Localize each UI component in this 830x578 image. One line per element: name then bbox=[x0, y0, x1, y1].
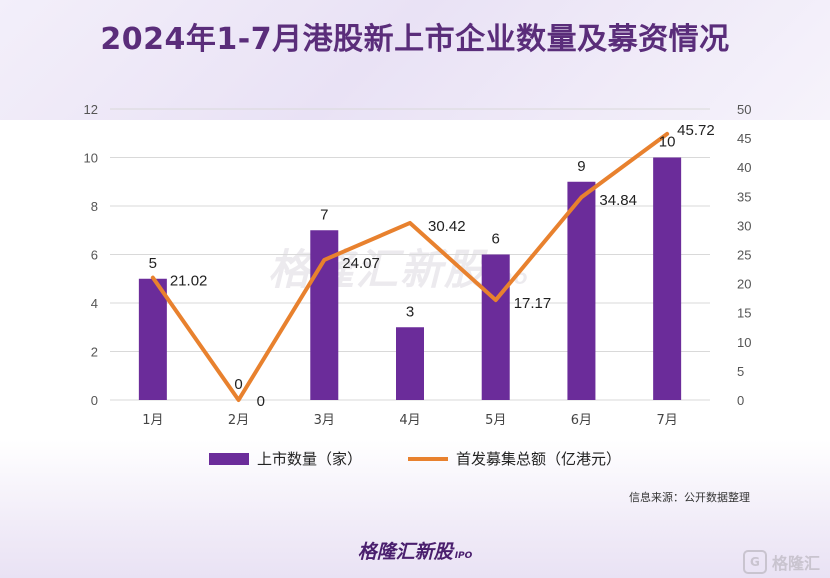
right-axis-tick-label: 45 bbox=[737, 131, 751, 146]
legend-bar-swatch bbox=[208, 452, 249, 465]
line-series bbox=[150, 131, 670, 402]
bar-data-label: 5 bbox=[149, 255, 157, 272]
x-axis-tick-label: 1月 bbox=[142, 413, 163, 428]
right-axis-tick-label: 5 bbox=[737, 364, 744, 379]
right-axis-tick-label: 50 bbox=[737, 102, 751, 117]
right-axis-tick-label: 40 bbox=[737, 160, 751, 175]
line-data-label: 21.02 bbox=[170, 273, 208, 290]
legend-bar-label: 上市数量（家） bbox=[256, 450, 362, 468]
bar-data-label: 0 bbox=[234, 376, 242, 393]
right-axis-tick-label: 10 bbox=[737, 335, 751, 350]
source-note: 信息来源：公开数据整理 bbox=[629, 491, 750, 504]
line-data-label: 30.42 bbox=[428, 218, 466, 235]
bar-data-label: 6 bbox=[492, 231, 500, 248]
bar bbox=[481, 254, 510, 400]
x-axis-tick-label: 5月 bbox=[485, 413, 506, 428]
right-axis-tick-label: 0 bbox=[737, 393, 744, 408]
chart-title: 2024年1-7月港股新上市企业数量及募资情况 bbox=[100, 22, 730, 57]
bar bbox=[653, 157, 682, 400]
bar bbox=[567, 181, 596, 400]
left-axis-tick-label: 12 bbox=[84, 102, 98, 117]
legend-line-label: 首发募集总额（亿港元） bbox=[456, 450, 622, 468]
brand-logo: 格隆汇新股 IPO bbox=[357, 541, 473, 563]
x-axis-tick-label: 3月 bbox=[314, 413, 335, 428]
right-axis-tick-label: 35 bbox=[737, 189, 751, 204]
bar-data-label: 9 bbox=[577, 158, 585, 175]
right-axis-tick-label: 25 bbox=[737, 248, 751, 263]
x-axis-tick-label: 6月 bbox=[571, 413, 592, 428]
corner-logo-icon: G bbox=[742, 550, 767, 574]
bar-data-label: 3 bbox=[406, 303, 414, 320]
legend-line-swatch bbox=[408, 456, 448, 461]
legend-item-line: 首发募集总额（亿港元） bbox=[408, 448, 621, 469]
chart-legend: 上市数量（家） 首发募集总额（亿港元） bbox=[0, 448, 830, 469]
footer-background bbox=[0, 440, 830, 578]
corner-logo-text: 格隆汇 bbox=[771, 554, 820, 573]
left-axis-tick-label: 6 bbox=[91, 248, 98, 263]
line-data-label: 0 bbox=[257, 393, 265, 410]
x-axis-tick-label: 2月 bbox=[228, 413, 249, 428]
right-axis-tick-label: 30 bbox=[737, 218, 751, 233]
header-background bbox=[0, 0, 830, 120]
left-axis-tick-label: 0 bbox=[91, 393, 98, 408]
bar-data-label: 10 bbox=[659, 134, 676, 151]
left-axis-tick-label: 10 bbox=[84, 151, 98, 166]
x-axis-tick-label: 4月 bbox=[399, 413, 420, 428]
legend-item-bars: 上市数量（家） bbox=[208, 448, 362, 469]
line-data-label: 34.84 bbox=[599, 192, 637, 209]
x-axis-tick-label: 7月 bbox=[657, 413, 678, 428]
left-axis-tick-label: 4 bbox=[91, 296, 98, 311]
line-data-label: 45.72 bbox=[677, 122, 715, 139]
right-axis-tick-label: 20 bbox=[737, 277, 751, 292]
right-axis-tick-label: 15 bbox=[737, 306, 751, 321]
bar-data-label: 7 bbox=[320, 206, 328, 223]
left-axis-tick-label: 2 bbox=[91, 345, 98, 360]
line-data-label: 24.07 bbox=[342, 255, 380, 272]
line-data-label: 17.17 bbox=[514, 295, 552, 312]
left-axis-tick-label: 8 bbox=[91, 199, 98, 214]
bar bbox=[138, 278, 167, 400]
bar bbox=[396, 327, 424, 400]
corner-logo: G 格隆汇 bbox=[742, 550, 820, 574]
